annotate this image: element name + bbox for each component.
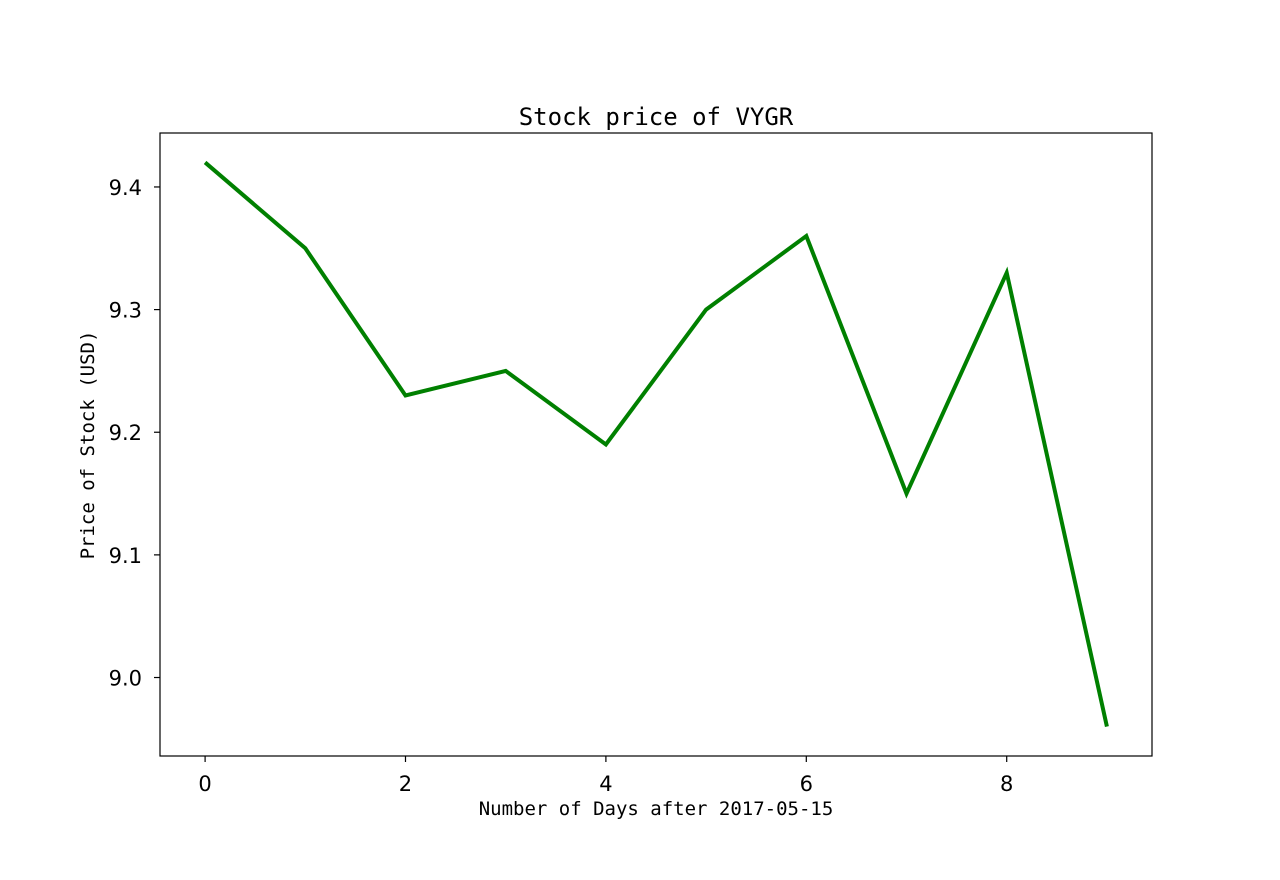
- y-tick-label: 9.1: [109, 544, 142, 568]
- series-layer: [203, 160, 1109, 727]
- x-axis-label: Number of Days after 2017-05-15: [479, 798, 834, 820]
- series-line: [203, 160, 1109, 727]
- y-tick-label: 9.0: [109, 667, 142, 691]
- y-tick-label: 9.4: [109, 176, 142, 200]
- y-axis-ticks: 9.0 9.1 9.2 9.3 9.4: [109, 176, 160, 691]
- x-tick-label: 0: [198, 772, 211, 796]
- plot-area: [159, 132, 1153, 757]
- chart-title: Stock price of VYGR: [519, 103, 794, 131]
- y-tick-label: 9.2: [109, 421, 142, 445]
- x-tick-label: 8: [1000, 772, 1013, 796]
- y-tick-label: 9.3: [109, 299, 142, 323]
- x-tick-label: 4: [599, 772, 612, 796]
- x-tick-label: 6: [800, 772, 813, 796]
- y-axis-label: Price of Stock (USD): [77, 331, 99, 560]
- x-tick-label: 2: [399, 772, 412, 796]
- x-axis-ticks: 0 2 4 6 8: [198, 756, 1013, 796]
- plot-frame: [159, 132, 1153, 757]
